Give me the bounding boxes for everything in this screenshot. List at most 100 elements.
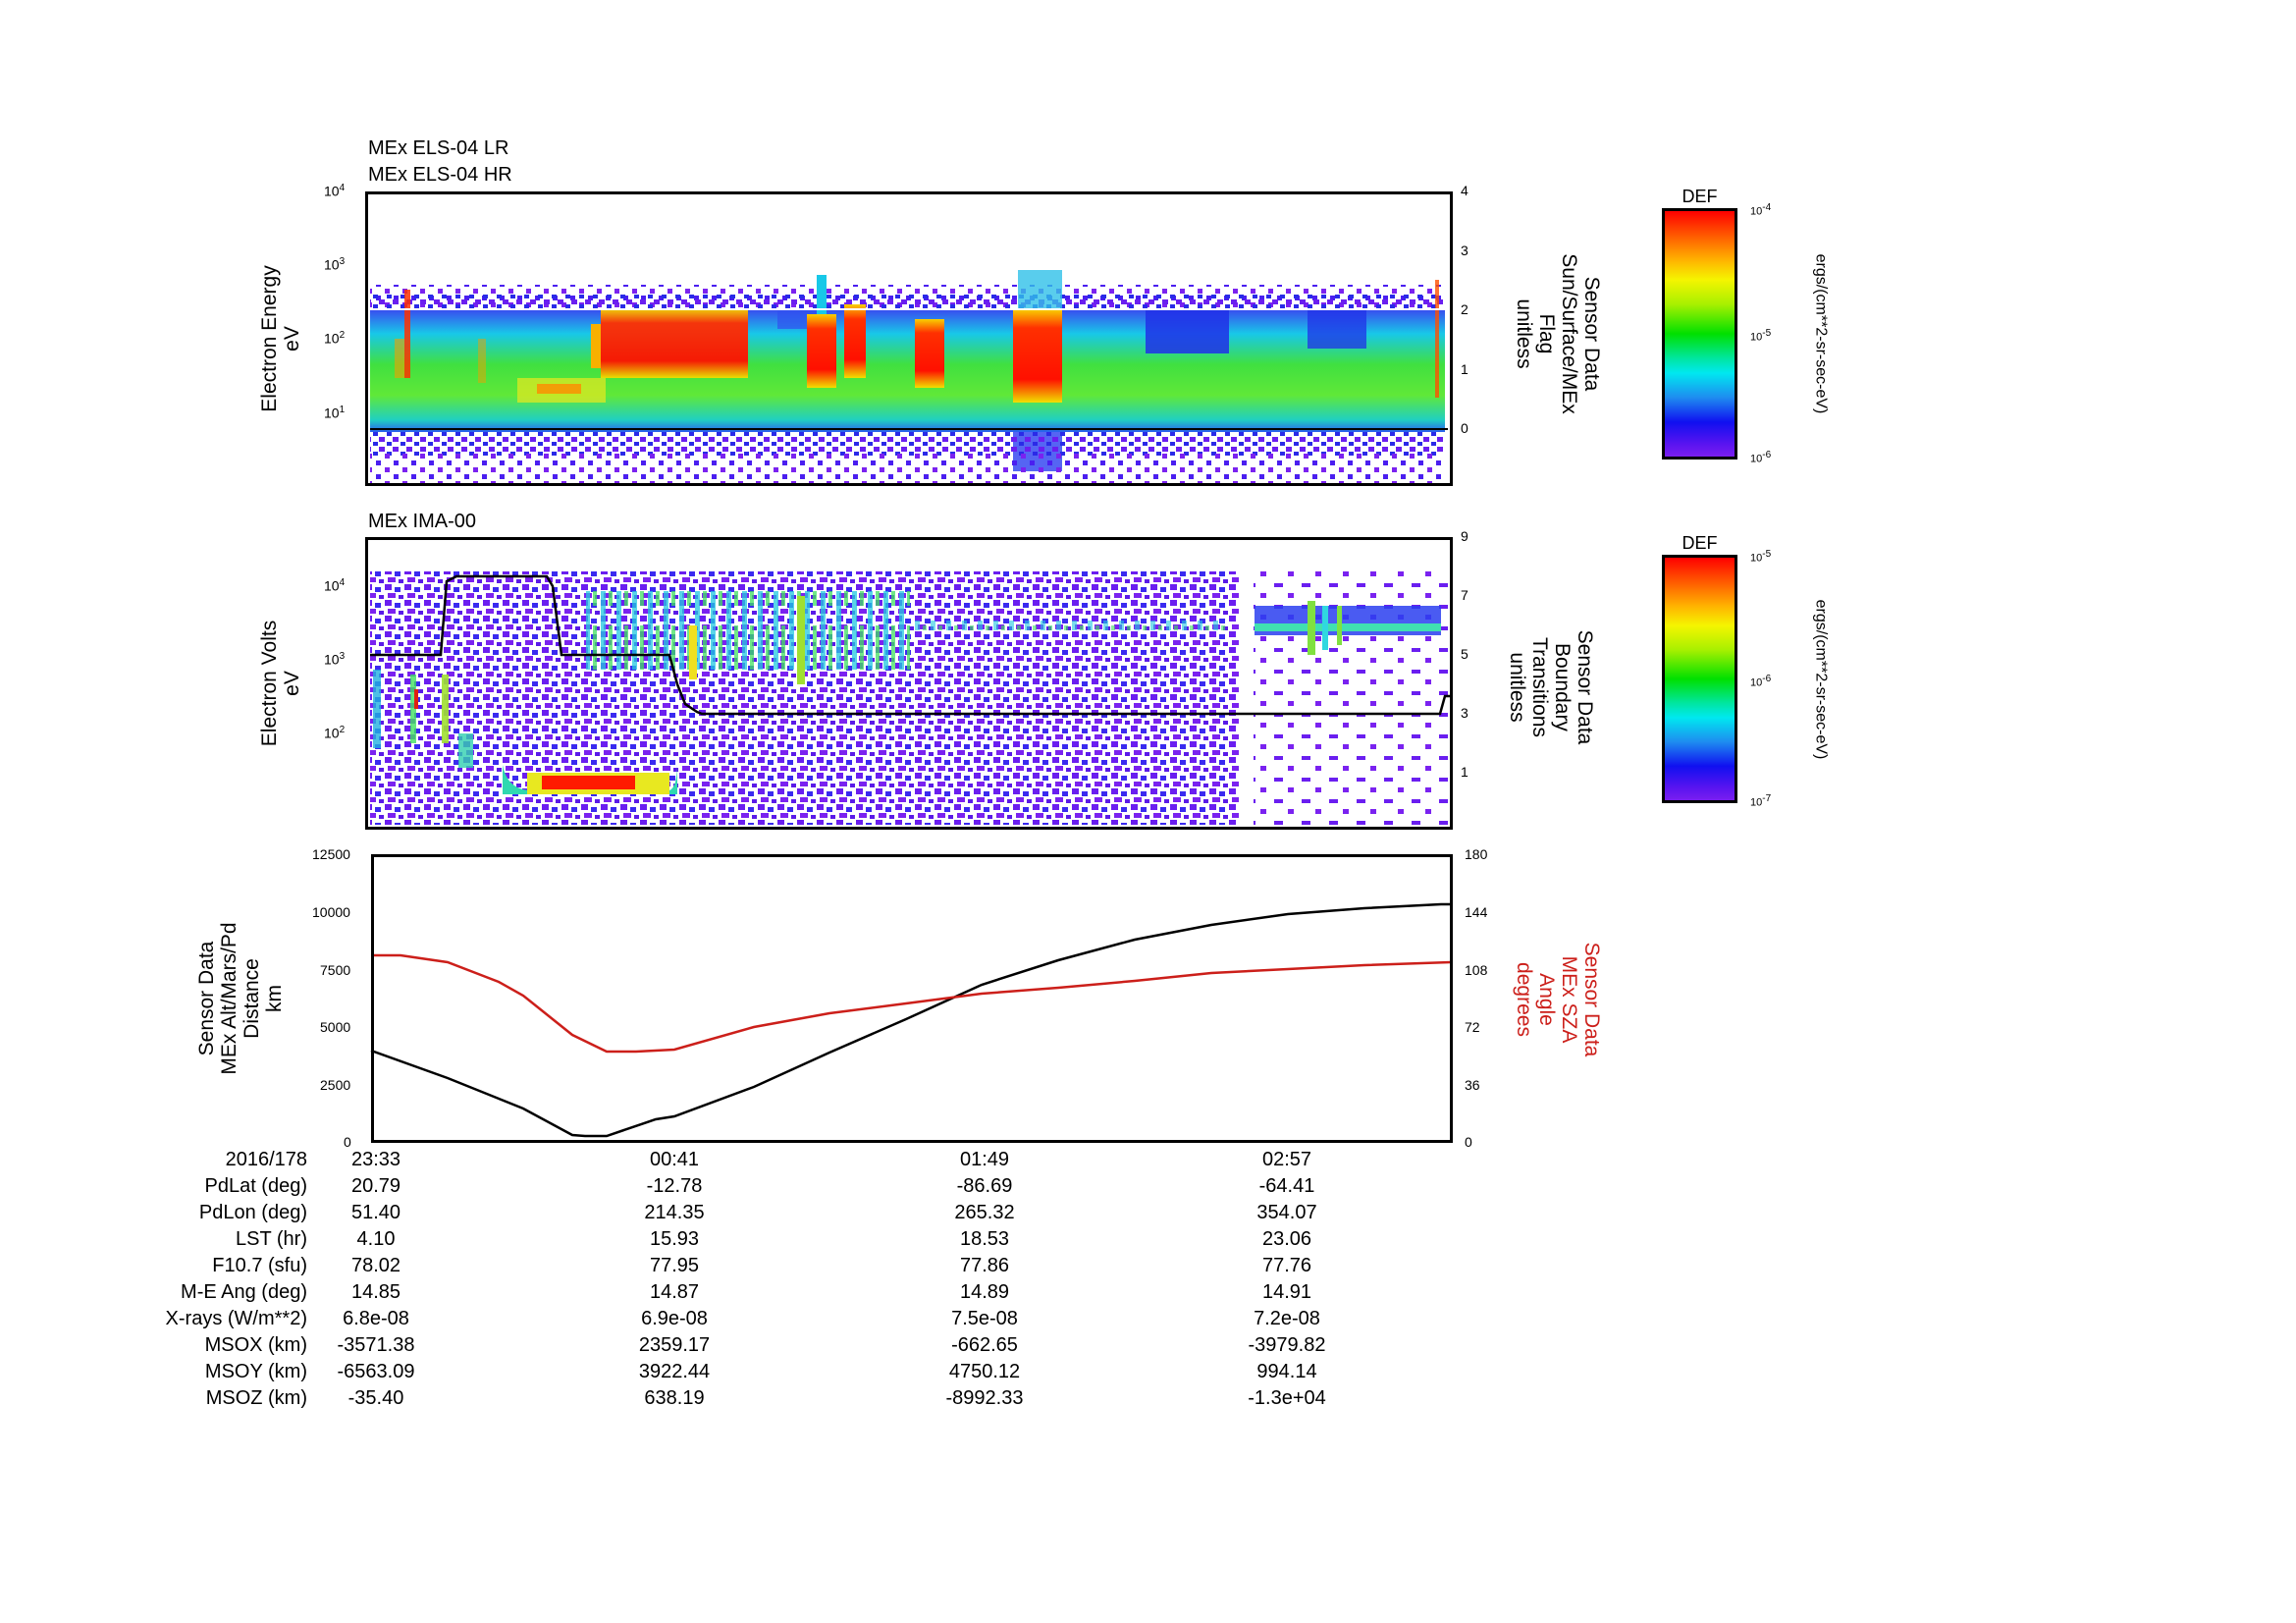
ima-title: MEx IMA-00	[368, 511, 477, 532]
cell: 6.8e-08	[343, 1308, 409, 1329]
ephemeris-row-msoz: MSOZ (km) -35.40 638.19 -8992.33 -1.3e+0…	[0, 1387, 1472, 1415]
ima-rtick-3: 3	[1461, 705, 1468, 721]
els-rtick-1: 1	[1461, 361, 1468, 377]
orbit-ytick-7500: 7500	[320, 962, 351, 978]
els-cb-max: 10-4	[1750, 202, 1772, 218]
orbit-ytick-5000: 5000	[320, 1019, 351, 1035]
cell: 994.14	[1256, 1361, 1317, 1382]
ephemeris-row-lst: LST (hr) 4.10 15.93 18.53 23.06	[0, 1228, 1472, 1256]
orbit-ylabel-l3: Distance	[240, 958, 263, 1039]
ima-colorbar-unit: ergs/(cm**2-sr-sec-eV)	[1812, 599, 1830, 760]
cell: 00:41	[649, 1149, 700, 1170]
ephemeris-row-msox: MSOX (km) -3571.38 2359.17 -662.65 -3979…	[0, 1334, 1472, 1362]
ima-cb-min: 10-7	[1750, 793, 1772, 809]
cell: -3571.38	[337, 1334, 415, 1356]
cell: -1.3e+04	[1248, 1387, 1326, 1409]
cell: -3979.82	[1248, 1334, 1326, 1356]
cell: 214.35	[644, 1202, 705, 1223]
els-ylabel-line1: Electron Energy	[258, 265, 281, 412]
els-right-label-l2: Sun/Surface/MEx	[1558, 253, 1580, 414]
els-ylabel-line2: eV	[281, 326, 303, 352]
els-spectrogram	[370, 270, 1448, 484]
ephemeris-row-f107: F10.7 (sfu) 78.02 77.95 77.86 77.76	[0, 1255, 1472, 1282]
cell: 20.79	[350, 1175, 401, 1197]
els-colorbar	[1662, 208, 1737, 460]
orbit-right-label-l2: MEx SZA	[1558, 955, 1580, 1044]
cell: 638.19	[644, 1387, 705, 1409]
cell: -35.40	[347, 1387, 404, 1409]
cell: 02:57	[1261, 1149, 1312, 1170]
cell: 6.9e-08	[641, 1308, 708, 1329]
ima-rtick-9: 9	[1461, 528, 1468, 544]
cell: 14.89	[959, 1281, 1010, 1303]
ima-plot-frame	[365, 537, 1453, 830]
orbit-rtick-144: 144	[1465, 904, 1488, 920]
cell: -86.69	[956, 1175, 1013, 1197]
cell: 77.86	[959, 1255, 1010, 1276]
orbit-ylabel-l1: Sensor Data	[195, 941, 218, 1056]
orbit-ytick-10000: 10000	[312, 904, 350, 920]
cell: -8992.33	[945, 1387, 1024, 1409]
ephemeris-row-msoy: MSOY (km) -6563.09 3922.44 4750.12 994.1…	[0, 1361, 1472, 1388]
ephemeris-row-pdlat: PdLat (deg) 20.79 -12.78 -86.69 -64.41	[0, 1175, 1472, 1203]
els-rtick-4: 4	[1461, 183, 1468, 198]
ima-right-label-l2: Boundary	[1551, 643, 1574, 731]
els-ytick-1e4: 104	[324, 183, 346, 199]
orbit-rtick-72: 72	[1465, 1019, 1480, 1035]
orbit-ytick-2500: 2500	[320, 1077, 351, 1093]
els-right-label-l4: unitless	[1513, 298, 1535, 369]
els-cb-mid: 10-5	[1750, 328, 1772, 344]
els-rtick-0: 0	[1461, 420, 1468, 436]
orbit-right-label: Sensor Data MEx SZA Angle degrees	[1513, 943, 1603, 1057]
ephemeris-row-xrays: X-rays (W/m**2) 6.8e-08 6.9e-08 7.5e-08 …	[0, 1308, 1472, 1335]
ima-ylabel-line1: Electron Volts	[258, 620, 281, 747]
ephemeris-row-me-ang: M-E Ang (deg) 14.85 14.87 14.89 14.91	[0, 1281, 1472, 1309]
cell: 2359.17	[638, 1334, 711, 1356]
cell: 14.91	[1261, 1281, 1312, 1303]
ephemeris-row-time: 2016/178 23:33 00:41 01:49 02:57	[0, 1149, 1472, 1176]
ephemeris-table: 2016/178 23:33 00:41 01:49 02:57 PdLat (…	[0, 1149, 1472, 1424]
ima-ytick-1e2: 102	[324, 725, 346, 741]
orbit-ytick-12500: 12500	[312, 846, 350, 862]
orbit-right-label-l3: Angle	[1535, 973, 1558, 1026]
orbit-rtick-36: 36	[1465, 1077, 1480, 1093]
ima-right-label-l4: unitless	[1506, 652, 1528, 723]
row-label: X-rays (W/m**2)	[165, 1308, 307, 1329]
cell: 4750.12	[948, 1361, 1021, 1382]
row-label: PdLat (deg)	[204, 1175, 307, 1197]
els-cb-min: 10-6	[1750, 450, 1772, 465]
orbit-ytick-0: 0	[344, 1134, 351, 1150]
orbit-line-plot	[370, 902, 1452, 1138]
ima-colorbar	[1662, 555, 1737, 803]
ima-ylabel-line2: eV	[281, 671, 303, 696]
ima-spectrogram	[370, 571, 1450, 825]
orbit-rtick-180: 180	[1465, 846, 1488, 862]
els-right-label-l1: Sensor Data	[1580, 276, 1603, 392]
row-label: M-E Ang (deg)	[181, 1281, 307, 1303]
ima-ytick-1e3: 103	[324, 651, 346, 668]
ima-right-label-l3: Transitions	[1528, 637, 1551, 737]
cell: 01:49	[959, 1149, 1010, 1170]
row-label: MSOY (km)	[204, 1361, 307, 1382]
ima-ytick-1e4: 104	[324, 577, 346, 594]
cell: 18.53	[959, 1228, 1010, 1250]
ima-colorbar-title: DEF	[1682, 533, 1718, 553]
cell: 77.95	[649, 1255, 700, 1276]
cell: -12.78	[646, 1175, 703, 1197]
ima-right-label-l1: Sensor Data	[1574, 629, 1596, 745]
ima-ylabel: Electron Volts eV	[258, 621, 303, 746]
orbit-plot-frame	[371, 854, 1453, 1143]
ima-cb-mid: 10-6	[1750, 674, 1772, 689]
cell: 23.06	[1261, 1228, 1312, 1250]
ima-right-label: Sensor Data Boundary Transitions unitles…	[1506, 630, 1596, 745]
els-title-hr: MEx ELS-04 HR	[368, 164, 512, 186]
els-ytick-1e3: 103	[324, 256, 346, 273]
cell: -64.41	[1258, 1175, 1315, 1197]
els-ylabel: Electron Energy eV	[258, 265, 303, 411]
ima-rtick-5: 5	[1461, 646, 1468, 662]
cell: 51.40	[350, 1202, 401, 1223]
orbit-rtick-108: 108	[1465, 962, 1488, 978]
cell: 14.85	[350, 1281, 401, 1303]
cell: 78.02	[350, 1255, 401, 1276]
els-ytick-1e2: 102	[324, 330, 346, 347]
